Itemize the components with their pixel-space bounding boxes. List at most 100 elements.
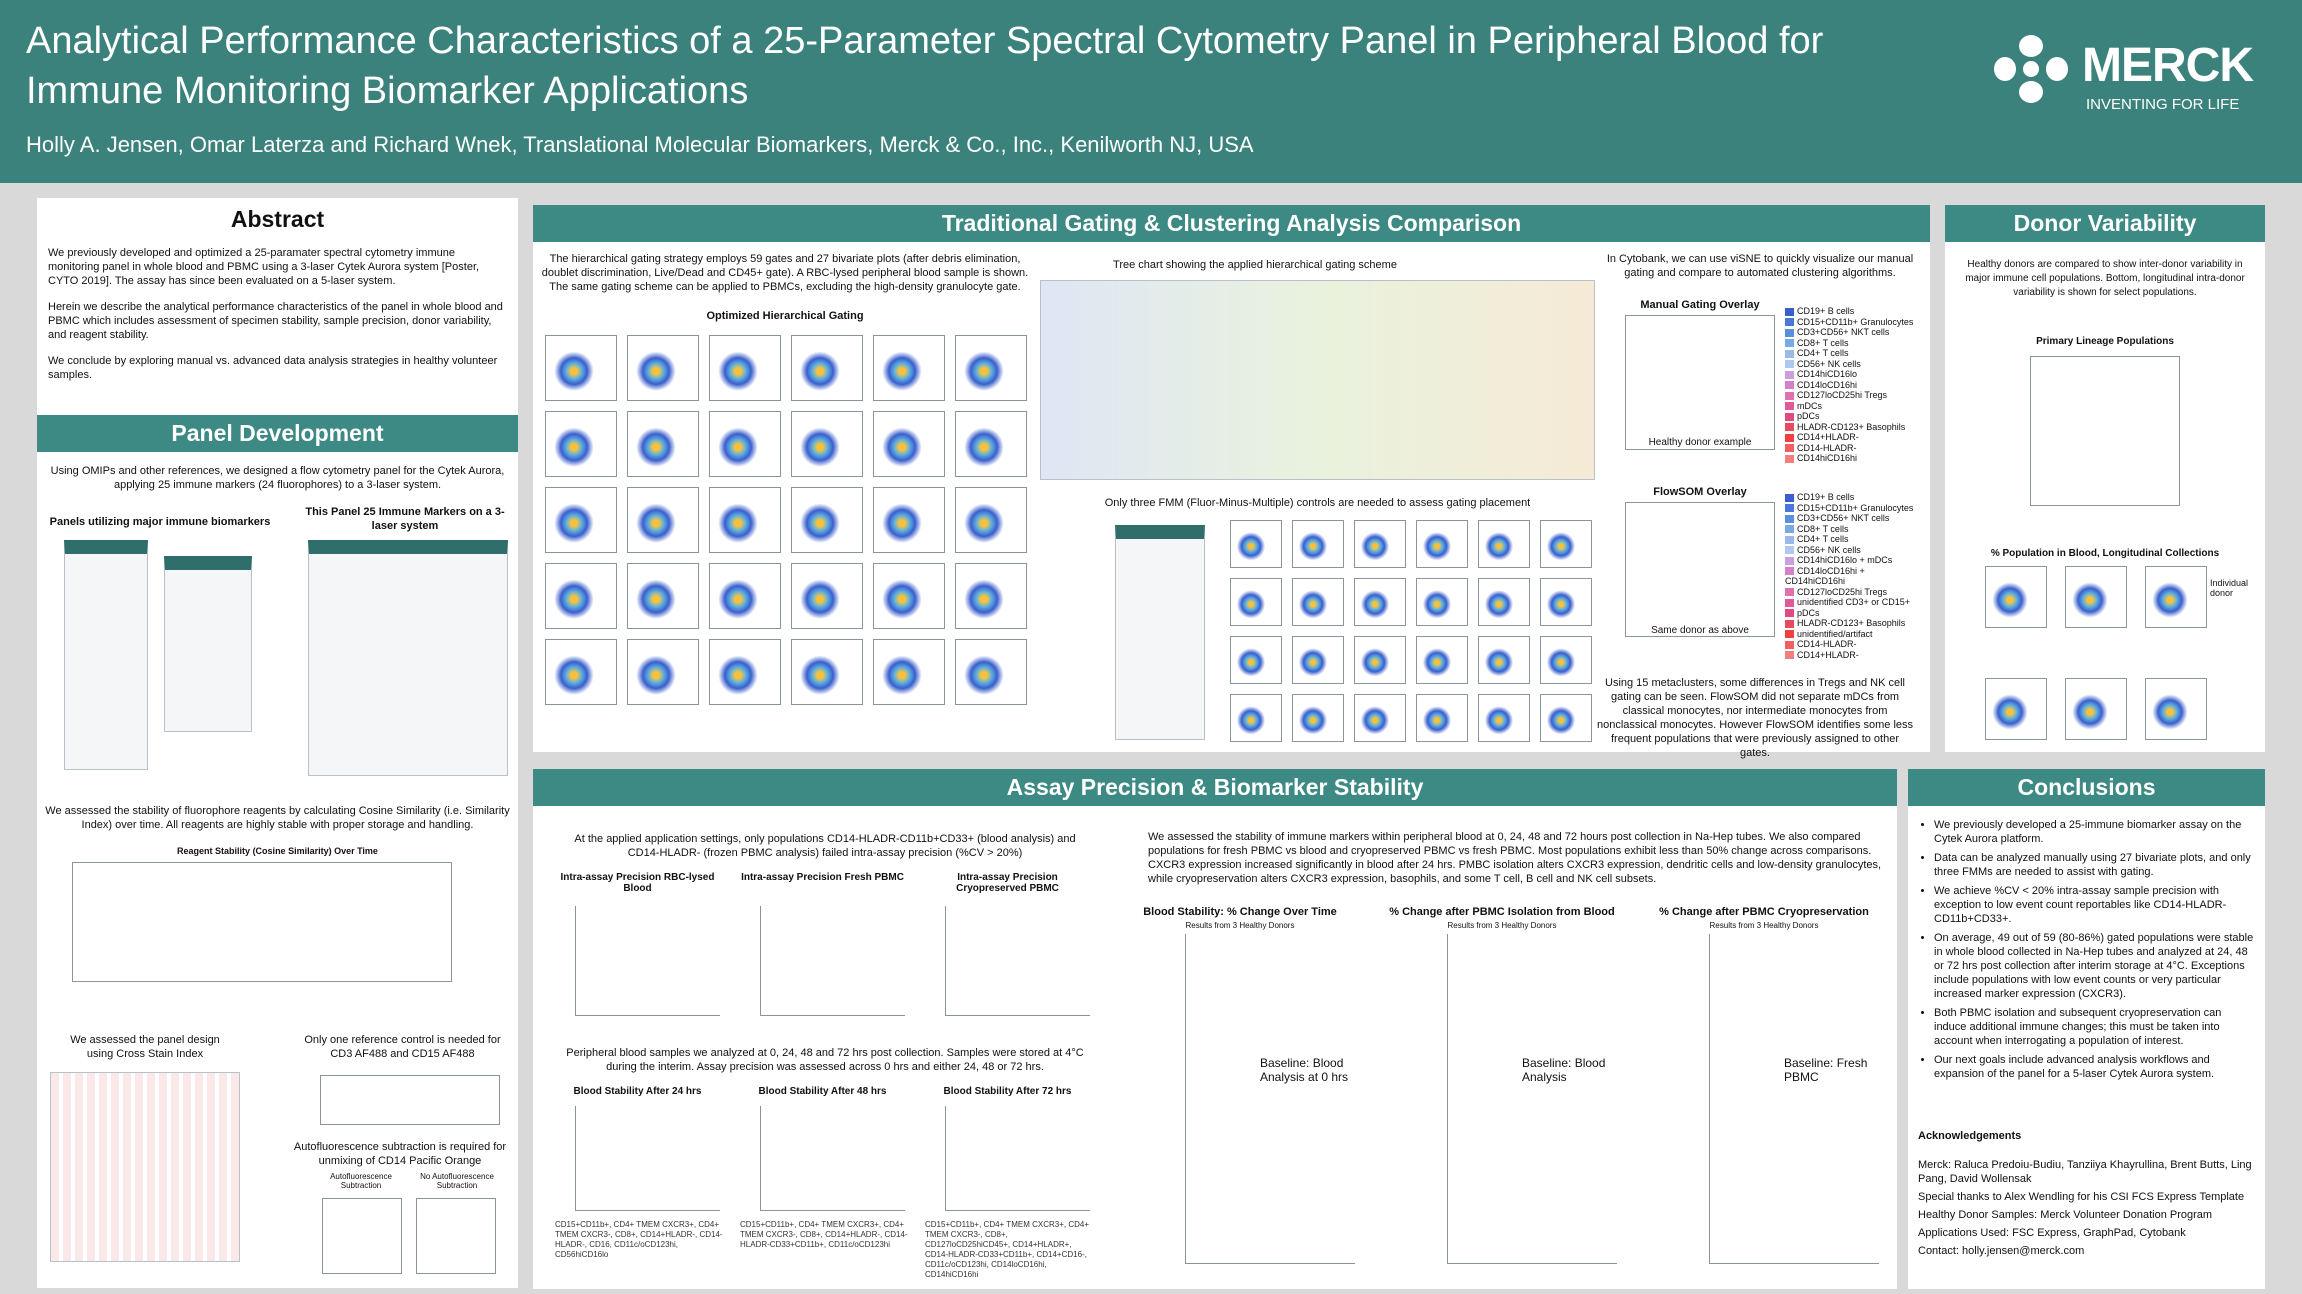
plot-title: Blood Stability: % Change Over Time bbox=[1143, 906, 1337, 918]
mini-plot bbox=[627, 411, 699, 477]
tree-chart bbox=[1040, 280, 1595, 480]
mini-plot bbox=[955, 411, 1027, 477]
mini-plot bbox=[1230, 520, 1282, 568]
legend-label: CD3+CD56+ NKT cells bbox=[1797, 327, 1890, 337]
chart-title: Reagent Stability (Cosine Similarity) Ov… bbox=[177, 846, 378, 856]
legend: CD19+ B cells CD15+CD11b+ Granulocytes CD3… bbox=[1785, 306, 1925, 464]
mini-plot bbox=[709, 639, 781, 705]
mini-plot bbox=[1416, 636, 1468, 684]
legend-swatch bbox=[1785, 423, 1794, 432]
panel-table bbox=[308, 540, 508, 776]
section-header: Traditional Gating & Clustering Analysis… bbox=[533, 205, 1930, 242]
legend-item: CD19+ B cells bbox=[1785, 306, 1925, 317]
legend-swatch bbox=[1785, 381, 1794, 390]
legend-swatch bbox=[1785, 640, 1794, 649]
legend-item: CD14hiCD16hi bbox=[1785, 453, 1925, 464]
cross-stain-text: We assessed the panel design using Cross… bbox=[70, 1034, 220, 1060]
legend-item: pDCs bbox=[1785, 608, 1925, 619]
legend-item: CD8+ T cells bbox=[1785, 524, 1925, 535]
plot-frame bbox=[1447, 934, 1617, 1264]
mini-plot bbox=[1292, 694, 1344, 742]
legend-swatch bbox=[1785, 514, 1794, 523]
paragraph: We previously developed and optimized a … bbox=[48, 247, 480, 287]
mini-plot bbox=[1230, 636, 1282, 684]
mini-plot bbox=[2065, 678, 2127, 740]
legend-item: HLADR-CD123+ Basophils bbox=[1785, 422, 1925, 433]
mini-plot bbox=[2065, 566, 2127, 628]
bullet: We achieve %CV < 20% intra-assay sample … bbox=[1934, 884, 2256, 926]
legend-item: CD56+ NK cells bbox=[1785, 545, 1925, 556]
chart-title: % Population in Blood, Longitudinal Coll… bbox=[1990, 548, 2220, 559]
footnote: CD15+CD11b+, CD4+ TMEM CXCR3+, CD4+ TMEM… bbox=[555, 1220, 723, 1259]
bullet: Data can be analyzed manually using 27 b… bbox=[1934, 851, 2256, 879]
bullet: Our next goals include advanced analysis… bbox=[1934, 1053, 2256, 1081]
assay-text: We assessed the stability of immune mark… bbox=[1148, 831, 1882, 885]
mini-plot bbox=[2145, 566, 2207, 628]
mini-plot bbox=[1540, 578, 1592, 626]
assay-text: Peripheral blood samples we analyzed at … bbox=[566, 1047, 1084, 1073]
plot-note: Healthy donor example bbox=[1648, 437, 1752, 448]
legend-label: CD56+ NK cells bbox=[1797, 544, 1861, 555]
plot-subtitle: Results from 3 Healthy Donors bbox=[1185, 921, 1295, 930]
legend-swatch bbox=[1785, 360, 1794, 369]
mini-plot bbox=[627, 487, 699, 553]
footnote: CD15+CD11b+, CD4+ TMEM CXCR3+, CD4+ TMEM… bbox=[925, 1220, 1089, 1279]
legend-item: CD14-HLADR- bbox=[1785, 639, 1925, 650]
legend-label: CD8+ T cells bbox=[1797, 337, 1849, 348]
legend-label: CD127loCD25hi Tregs bbox=[1797, 390, 1888, 400]
plot-title: Intra-assay Precision Fresh PBMC bbox=[741, 872, 904, 883]
overlay-title: FlowSOM Overlay bbox=[1653, 486, 1747, 498]
legend-item: CD15+CD11b+ Granulocytes bbox=[1785, 503, 1925, 514]
mini-plot bbox=[545, 335, 617, 401]
section-header: Panel Development bbox=[37, 415, 518, 452]
mini-plot bbox=[1292, 520, 1344, 568]
baseline-label: Baseline: Blood Analysis bbox=[1522, 1056, 1612, 1084]
legend-item: HLADR-CD123+ Basophils bbox=[1785, 618, 1925, 629]
mini-plot bbox=[545, 411, 617, 477]
fmm-grid bbox=[1230, 520, 1592, 742]
mini-plot bbox=[873, 639, 945, 705]
mini-plot bbox=[1478, 636, 1530, 684]
conclusions-panel bbox=[1908, 769, 2265, 1289]
legend-swatch bbox=[1785, 504, 1794, 513]
cytobank-text: In Cytobank, we can use viSNE to quickly… bbox=[1606, 253, 1914, 279]
fmm-text: Only three FMM (Fluor-Minus-Multiple) co… bbox=[1104, 497, 1531, 509]
plot-subtitle: Results from 3 Healthy Donors bbox=[1709, 921, 1819, 930]
plot-frame bbox=[760, 906, 905, 1016]
mini-plot bbox=[2145, 678, 2207, 740]
image-label: Autofluorescence Subtraction bbox=[330, 1172, 392, 1190]
legend-label: CD4+ T cells bbox=[1797, 534, 1849, 544]
plot-note: Same donor as above bbox=[1651, 625, 1749, 636]
legend-swatch bbox=[1785, 318, 1794, 327]
plot-frame bbox=[575, 906, 720, 1016]
legend-swatch bbox=[1785, 328, 1794, 337]
mini-plot bbox=[1985, 566, 2047, 628]
legend-label: CD127loCD25hi Tregs bbox=[1797, 586, 1888, 597]
ack-line: Special thanks to Alex Wendling for his … bbox=[1918, 1191, 2245, 1203]
legend-swatch bbox=[1785, 370, 1794, 379]
conclusions-list: We previously developed a 25-immune biom… bbox=[1918, 818, 2256, 1086]
plot-title: % Change after PBMC Isolation from Blood bbox=[1389, 906, 1615, 918]
plot-title: Blood Stability After 72 hrs bbox=[943, 1086, 1072, 1097]
ack-line: Contact: holly.jensen@merck.com bbox=[1918, 1245, 2085, 1257]
legend-item: mDCs bbox=[1785, 401, 1925, 412]
paragraph: Herein we describe the analytical perfor… bbox=[48, 301, 503, 341]
mini-plot bbox=[955, 335, 1027, 401]
mini-plot bbox=[709, 411, 781, 477]
mini-plot bbox=[791, 411, 863, 477]
legend-swatch bbox=[1785, 535, 1794, 544]
ack-line: Healthy Donor Samples: Merck Volunteer D… bbox=[1918, 1209, 2213, 1221]
grid-title: Optimized Hierarchical Gating bbox=[706, 310, 864, 322]
legend-item: CD4+ T cells bbox=[1785, 534, 1925, 545]
heatmap bbox=[50, 1072, 240, 1262]
gating-intro: The hierarchical gating strategy employs… bbox=[541, 253, 1029, 293]
fmm-table bbox=[1115, 525, 1205, 740]
legend-item: CD14hiCD16lo + mDCs bbox=[1785, 555, 1925, 566]
legend-label: CD14+HLADR- bbox=[1797, 432, 1859, 442]
ack-line: Merck: Raluca Predoiu-Budiu, Tanziiya Kh… bbox=[1918, 1159, 2252, 1185]
legend-swatch bbox=[1785, 630, 1794, 639]
mini-plot bbox=[791, 487, 863, 553]
mini-plot bbox=[709, 563, 781, 629]
legend-item: CD19+ B cells bbox=[1785, 492, 1925, 503]
legend-label: CD19+ B cells bbox=[1797, 306, 1855, 316]
